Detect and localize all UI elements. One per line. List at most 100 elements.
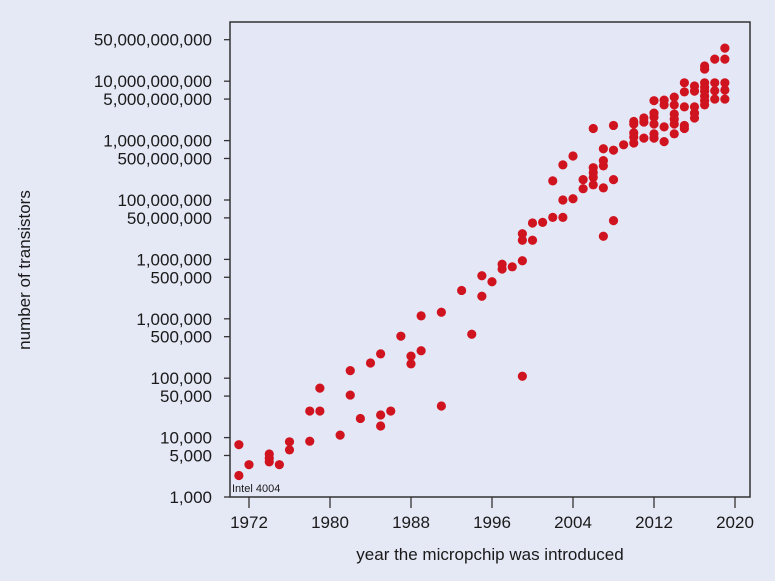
data-point — [710, 86, 720, 96]
data-point — [315, 383, 325, 393]
data-point — [608, 120, 619, 131]
y-axis: 50,000,000,000 10,000,000,0005,000,000,00… — [94, 31, 230, 507]
data-point — [720, 94, 730, 104]
data-point — [335, 430, 345, 440]
data-point — [386, 406, 396, 416]
y-tick-label: 1,000,000 — [136, 250, 212, 269]
y-tick-label: 500,000,000 — [117, 149, 212, 168]
x-tick-label: 1988 — [392, 513, 430, 532]
data-point — [244, 460, 254, 470]
data-point — [507, 262, 517, 272]
data-point — [669, 119, 679, 129]
data-point — [376, 410, 386, 420]
data-point — [679, 87, 689, 97]
data-point — [376, 421, 386, 431]
x-tick-label: 1980 — [311, 513, 349, 532]
data-point — [558, 160, 568, 170]
data-point — [710, 54, 720, 64]
data-point — [568, 194, 578, 204]
data-point — [517, 371, 527, 381]
data-point — [649, 112, 659, 122]
data-point — [558, 195, 568, 205]
data-point — [517, 256, 527, 266]
data-point — [608, 145, 619, 155]
data-point — [284, 445, 295, 455]
data-point — [477, 271, 487, 281]
data-point — [406, 351, 416, 361]
y-axis-title: number of transistors — [15, 190, 34, 350]
data-point — [345, 390, 355, 400]
annotation-intel-4004: Intel 4004 — [232, 483, 280, 495]
data-point — [234, 470, 244, 481]
data-point — [598, 231, 608, 241]
data-point — [679, 102, 689, 112]
y-tick-label: 5,000,000,000 — [103, 90, 212, 109]
data-point — [477, 291, 487, 301]
data-point — [436, 307, 446, 317]
data-point — [659, 137, 669, 147]
data-point — [284, 437, 295, 447]
data-point — [376, 349, 386, 359]
x-tick-label: 2020 — [716, 513, 754, 532]
data-point — [517, 235, 527, 245]
data-point — [649, 96, 659, 106]
data-point — [416, 311, 426, 321]
x-tick-label: 1972 — [230, 513, 268, 532]
data-point — [234, 440, 244, 450]
data-point — [689, 86, 700, 96]
data-point — [305, 436, 315, 446]
x-tick-label: 1996 — [473, 513, 511, 532]
data-point — [396, 331, 406, 341]
x-axis: 1972 1980 1988 1996 2004 2012 2020 — [230, 497, 754, 532]
data-point — [457, 285, 467, 296]
data-point — [649, 119, 659, 129]
data-point — [578, 175, 588, 185]
y-tick-label: 500,000 — [151, 328, 212, 347]
x-axis-title: year the micropchip was introduced — [356, 545, 623, 564]
data-point — [487, 277, 497, 287]
y-tick-label: 100,000,000 — [117, 191, 212, 210]
data-point — [588, 172, 598, 183]
data-point — [720, 85, 730, 95]
x-tick-label: 2012 — [635, 513, 673, 532]
data-points — [234, 43, 730, 481]
data-point — [264, 457, 274, 467]
data-point — [548, 212, 558, 222]
data-point — [659, 100, 669, 110]
data-point — [416, 346, 426, 356]
y-tick-label: 50,000,000,000 — [94, 31, 212, 50]
data-point — [558, 212, 568, 222]
y-tick-label: 100,000 — [151, 369, 212, 388]
data-point — [355, 413, 365, 424]
y-tick-label: 500,000 — [151, 268, 212, 287]
data-point — [649, 133, 659, 143]
data-point — [629, 119, 639, 129]
y-tick-label: 5,000 — [169, 446, 212, 465]
data-point — [669, 100, 679, 110]
y-tick-label: 10,000,000,000 — [94, 72, 212, 91]
data-point — [710, 94, 720, 104]
data-point — [305, 406, 315, 416]
data-point — [619, 140, 629, 150]
data-point — [639, 117, 649, 127]
data-point — [274, 460, 284, 470]
data-point — [365, 358, 376, 368]
data-point — [568, 151, 578, 161]
data-point — [669, 129, 679, 139]
y-tick-label: 10,000 — [160, 429, 212, 448]
data-point — [608, 215, 619, 226]
y-tick-label: 1,000,000 — [136, 310, 212, 329]
y-tick-label: 50,000 — [160, 387, 212, 406]
data-point — [588, 123, 598, 134]
y-tick-label: 50,000,000 — [127, 209, 212, 228]
data-point — [659, 122, 669, 132]
data-point — [517, 229, 527, 239]
data-point — [720, 43, 730, 53]
data-point — [497, 264, 507, 274]
data-point — [436, 401, 446, 411]
data-point — [639, 133, 649, 143]
data-point — [679, 123, 689, 134]
data-point — [538, 217, 548, 227]
data-point — [720, 54, 730, 64]
